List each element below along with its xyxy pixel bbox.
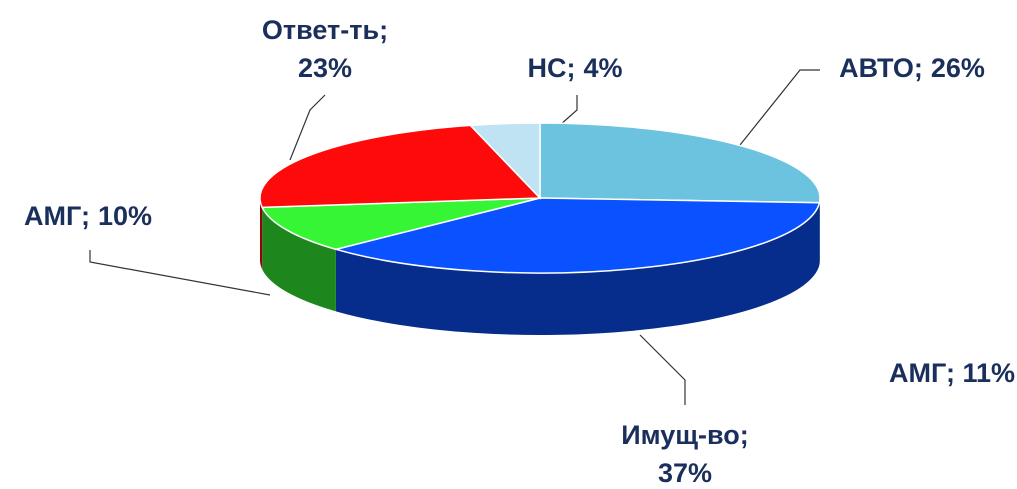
- category-label: АМГ;: [24, 201, 90, 231]
- category-label: Ответ-ть;: [262, 15, 388, 45]
- category-label: АВТО;: [839, 53, 923, 83]
- slice-side: [335, 202, 820, 336]
- value-label: 23%: [298, 53, 352, 83]
- category-label: НС;: [527, 53, 575, 83]
- slice-side: [819, 198, 820, 265]
- data-label: Имущ-во; 37%: [621, 420, 749, 488]
- slice-side: [260, 198, 263, 270]
- slice-side: [262, 207, 336, 312]
- data-label: АВТО; 26%: [839, 53, 985, 83]
- value-label: 4%: [583, 53, 622, 83]
- leader-line: [739, 69, 820, 146]
- value-label: 26%: [931, 53, 985, 83]
- slice: [259, 124, 542, 209]
- leader-line: [89, 250, 271, 296]
- data-label: АМГ; 10%: [24, 201, 152, 231]
- category-label: Имущ-во;: [621, 420, 749, 450]
- value-label: 37%: [658, 458, 712, 488]
- leader-line: [639, 334, 686, 405]
- data-label: НС; 4%: [527, 53, 622, 83]
- slice: [539, 122, 821, 204]
- value-label: 10%: [98, 201, 152, 231]
- slice: [332, 197, 821, 274]
- data-label: Ответ-ть; 23%: [262, 15, 388, 83]
- slice: [261, 197, 541, 251]
- leader-line: [289, 94, 326, 161]
- annotation: АМГ; 11%: [889, 358, 1015, 388]
- slice: [468, 122, 541, 200]
- leader-line: [559, 95, 578, 126]
